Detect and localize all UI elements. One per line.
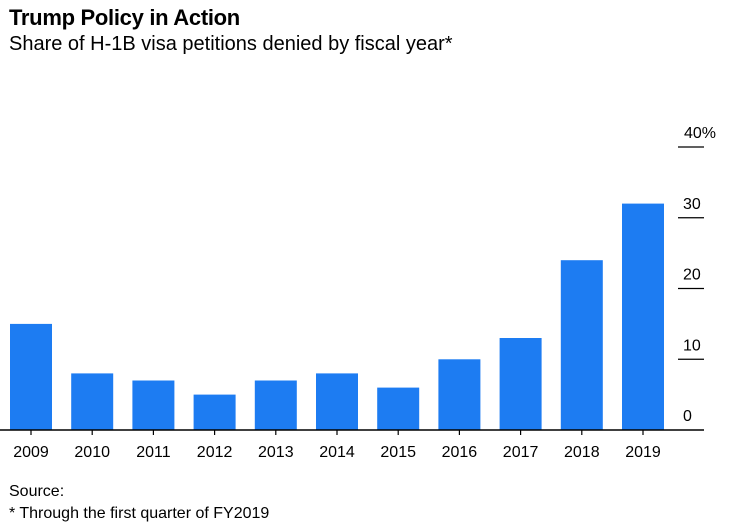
x-tick-label-2009: 2009 <box>13 444 49 461</box>
bar-2010 <box>71 373 114 430</box>
bar-2015 <box>377 387 420 430</box>
bar-2017 <box>499 338 542 430</box>
x-tick-label-2019: 2019 <box>625 444 661 461</box>
bar-2009 <box>10 323 52 430</box>
x-tick-label-2011: 2011 <box>136 444 171 461</box>
bar-2013 <box>254 380 297 430</box>
bar-2011 <box>132 380 175 430</box>
chart-title: Trump Policy in Action <box>9 5 240 30</box>
bar-chart: 2009 2010 2011 2012 2013 2014 2015 2016 2017 2018… <box>0 125 716 461</box>
bar-2014 <box>316 373 358 430</box>
bar-2016 <box>438 359 481 431</box>
y-tick-label-30: 30 <box>683 196 701 213</box>
y-tick-label-40: 40% <box>684 125 716 142</box>
source-label: Source: <box>9 483 65 500</box>
x-tick-label-2012: 2012 <box>197 444 233 461</box>
x-tick-label-2015: 2015 <box>380 444 416 461</box>
x-tick-label-2014: 2014 <box>319 444 355 461</box>
chart-subtitle: Share of H-1B visa petitions denied by f… <box>9 33 453 55</box>
bar-2018 <box>560 260 603 430</box>
y-tick-label-10: 10 <box>683 337 701 354</box>
bar-2012 <box>193 394 236 430</box>
y-tick-label-20: 20 <box>683 267 701 284</box>
x-tick-label-2010: 2010 <box>74 444 110 461</box>
x-tick-label-2017: 2017 <box>503 444 539 461</box>
x-tick-label-2018: 2018 <box>564 444 600 461</box>
x-tick-label-2013: 2013 <box>258 444 294 461</box>
bar-2019 <box>622 203 664 430</box>
x-tick-label-2016: 2016 <box>442 444 478 461</box>
footnote: * Through the first quarter of FY2019 <box>9 505 270 522</box>
y-tick-label-0: 0 <box>683 408 692 425</box>
